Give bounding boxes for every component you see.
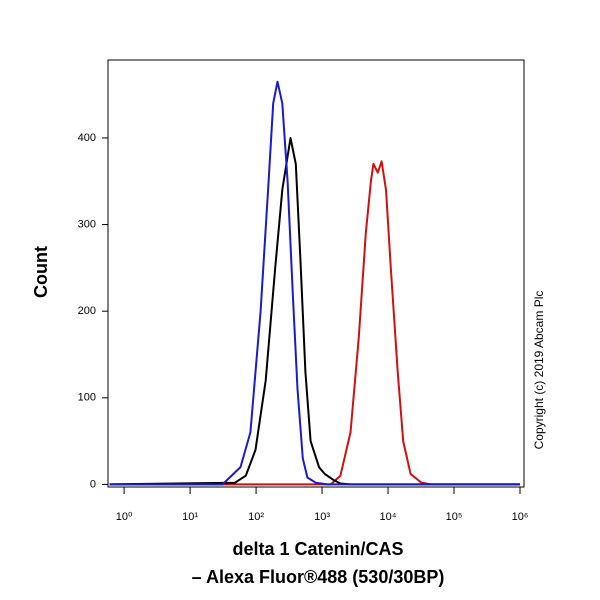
y-tick-label: 200 [78,305,96,317]
x-axis-label: – Alexa Fluor®488 (530/30BP) [192,567,445,587]
y-tick-label: 100 [78,392,96,404]
y-tick-label: 0 [90,478,96,490]
plot-frame [107,59,525,488]
copyright: Copyright (c) 2019 Abcam Plc [532,291,546,450]
x-tick-label: 10³ [314,511,330,523]
x-tick-label: 10⁴ [380,511,397,523]
x-tick-label: 10⁰ [116,511,133,523]
y-axis-label: Count [31,246,51,298]
x-axis-label: delta 1 Catenin/CAS [232,539,403,559]
x-tick-label: 10² [248,511,264,523]
x-tick-label: 10⁶ [512,511,529,523]
histogram-line [109,160,520,486]
y-tick-label: 300 [78,218,96,230]
x-tick-label: 10¹ [182,511,198,523]
histogram-line [109,137,520,486]
x-tick-label: 10⁵ [446,511,463,523]
y-tick-label: 400 [78,132,96,144]
histogram-line [109,80,520,486]
